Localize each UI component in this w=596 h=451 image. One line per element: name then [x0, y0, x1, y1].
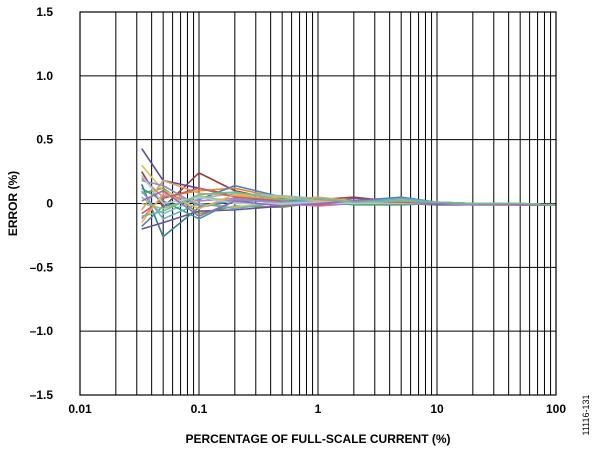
y-tick-label: 0.5: [36, 133, 53, 147]
y-tick-label: 1.0: [36, 69, 53, 83]
series-line-20: [141, 191, 557, 218]
x-tick-label: 1: [315, 402, 322, 416]
x-axis-ticks: 0.01 0.1 1 10 100: [68, 402, 566, 416]
x-tick-label: 0.1: [191, 402, 208, 416]
y-axis-ticks: 1.5 1.0 0.5 0 –0.5 –1.0 –1.5: [30, 5, 54, 402]
figure-id: 11116-131: [581, 394, 591, 435]
x-tick-label: 0.01: [68, 402, 92, 416]
series-group: [140, 148, 557, 238]
y-tick-label: –0.5: [30, 260, 54, 274]
y-axis-label: ERROR (%): [6, 171, 20, 236]
x-tick-label: 100: [546, 402, 566, 416]
plot-frame: [79, 11, 557, 396]
y-tick-label: –1.5: [30, 388, 54, 402]
y-tick-label: –1.0: [30, 324, 54, 338]
y-tick-label: 1.5: [36, 5, 53, 19]
x-tick-label: 10: [430, 402, 444, 416]
x-axis-label: PERCENTAGE OF FULL-SCALE CURRENT (%): [185, 432, 450, 446]
y-tick-label: 0: [46, 197, 53, 211]
